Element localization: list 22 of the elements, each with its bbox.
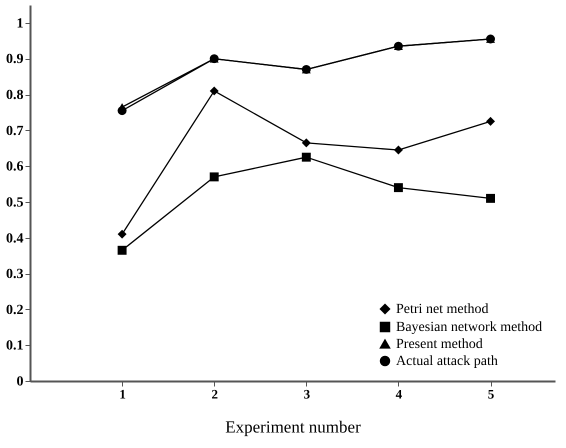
y-tick-label: 0.7 (6, 124, 24, 139)
legend-label: Petri net method (396, 302, 489, 317)
y-tick-label: 0.3 (6, 267, 24, 282)
y-tick-label: 0.5 (6, 195, 24, 210)
y-tick-label: 0.2 (6, 302, 24, 318)
legend-label: Actual attack path (396, 354, 498, 369)
y-tick-label: 0.1 (6, 338, 24, 354)
point (302, 64, 311, 74)
x-tick-label: 1 (119, 386, 126, 402)
y-tick-label: 0 (16, 374, 24, 390)
y-tick-label: 1 (16, 16, 24, 32)
x-axis-title: Experiment number (225, 418, 362, 436)
x-tick-label: 2 (211, 386, 218, 402)
y-tick-label: 0.4 (6, 231, 24, 246)
legend-label: Bayesian network method (396, 320, 542, 335)
x-tick-label: 5 (488, 386, 495, 402)
x-tick-label: 4 (396, 386, 403, 402)
x-tick-label: 3 (304, 386, 311, 402)
y-tick-label: 0.8 (6, 88, 24, 104)
y-tick-label: 0.9 (6, 52, 24, 68)
legend-label: Present method (396, 337, 483, 352)
y-tick-label: 0.6 (6, 160, 24, 175)
